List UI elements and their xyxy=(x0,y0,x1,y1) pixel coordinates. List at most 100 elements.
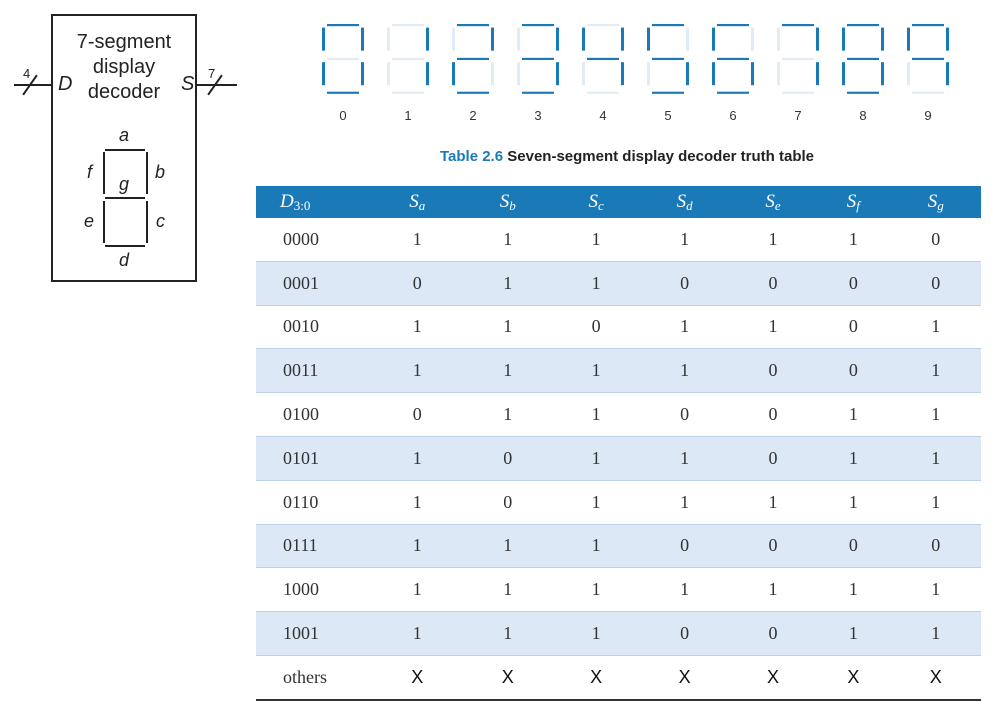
row-output-cell: 1 xyxy=(890,611,981,656)
segment-g xyxy=(105,197,145,199)
row-output-cell: 1 xyxy=(890,480,981,525)
digit-7-segment-b xyxy=(816,27,819,51)
header-cell: Sd xyxy=(639,186,730,218)
digit-8-segment-d xyxy=(847,91,879,94)
header-main: S xyxy=(846,190,857,212)
digit-7-segment-f xyxy=(777,27,780,51)
row-output-cell: 1 xyxy=(552,611,640,656)
digit-4-segment-e xyxy=(582,62,585,86)
header-main: S xyxy=(499,190,510,212)
digit-7-segment-g xyxy=(782,57,814,60)
digit-2-segment-a xyxy=(457,24,489,27)
row-output-cell: 1 xyxy=(372,567,463,613)
input-wire xyxy=(14,84,51,86)
row-output-cell: 1 xyxy=(462,392,553,437)
table-header-row: D3:0 Sa Sb Sc Sd Se Sf Sg xyxy=(256,186,981,218)
row-output-cell: 1 xyxy=(552,567,640,613)
row-output-cell: 0 xyxy=(552,305,640,350)
digit-3: 3 xyxy=(517,24,559,123)
table-row: 0001 0 1 1 0 0 0 0 xyxy=(256,261,981,306)
decoder-title: 7-segment display decoder xyxy=(51,30,197,105)
digit-3-segment-f xyxy=(517,27,520,51)
digit-6-segment-d xyxy=(717,91,749,94)
output-wire xyxy=(197,84,237,86)
digit-5-segment-d xyxy=(652,91,684,94)
table-row: 0111 1 1 1 0 0 0 0 xyxy=(256,524,981,569)
row-output-cell: X xyxy=(372,655,463,701)
digit-8-segment-b xyxy=(881,27,884,51)
segment-f xyxy=(103,152,105,194)
header-main: S xyxy=(588,190,599,212)
digit-3-segment-c xyxy=(556,62,559,86)
digit-8-segment-g xyxy=(847,57,879,60)
segment-e xyxy=(103,201,105,243)
digit-row: 0 1 2 3 4 5 6 7 8 9 xyxy=(0,0,998,130)
decoder-title-line-2: display xyxy=(92,56,156,78)
digit-label: 2 xyxy=(469,108,477,123)
digit-3-segment-b xyxy=(556,27,559,51)
segment-d xyxy=(105,245,145,247)
table-row: 0100 0 1 1 0 0 1 1 xyxy=(256,392,981,437)
digit-label: 7 xyxy=(794,108,802,123)
digit-4-segment-c xyxy=(621,62,624,86)
digit-label: 8 xyxy=(859,108,867,123)
segment-letter-b: b xyxy=(155,162,166,182)
row-output-cell: 0 xyxy=(372,392,463,437)
digit-6: 6 xyxy=(712,24,754,123)
row-output-cell: 1 xyxy=(372,480,463,525)
output-bus-width: 7 xyxy=(208,66,216,81)
digit-0-segment-b xyxy=(361,27,364,51)
header-sub: c xyxy=(598,197,604,213)
digit-3-segment-a xyxy=(522,24,554,27)
row-output-cell: 0 xyxy=(639,261,730,306)
row-output-cell: 0 xyxy=(890,261,981,306)
row-output-cell: 1 xyxy=(372,218,463,262)
digit-6-segment-a xyxy=(717,24,749,27)
header-sub: g xyxy=(937,197,944,213)
table-row: 0101 1 0 1 1 0 1 1 xyxy=(256,436,981,481)
digit-9-segment-g xyxy=(912,57,944,60)
row-output-cell: 1 xyxy=(639,218,730,262)
digit-1-segment-a xyxy=(392,24,424,27)
digit-2-segment-c xyxy=(491,62,494,86)
digit-5-segment-g xyxy=(652,57,684,60)
digit-7: 7 xyxy=(777,24,819,123)
row-input-cell: 0110 xyxy=(256,480,372,525)
digit-6-segment-f xyxy=(712,27,715,51)
row-output-cell: 0 xyxy=(890,524,981,569)
input-port-label: D xyxy=(58,73,73,95)
header-cell: Sf xyxy=(816,186,891,218)
row-output-cell: 0 xyxy=(729,611,817,656)
header-cell: Sa xyxy=(372,186,463,218)
row-output-cell: 0 xyxy=(816,524,891,569)
row-output-cell: 0 xyxy=(729,436,817,481)
digit-5: 5 xyxy=(647,24,689,123)
decoder-title-line-1: 7-segment xyxy=(76,31,172,53)
row-output-cell: 1 xyxy=(372,348,463,394)
segment-letter-g: g xyxy=(119,174,130,194)
digit-8-segment-c xyxy=(881,62,884,86)
row-output-cell: 0 xyxy=(816,348,891,394)
row-output-cell: X xyxy=(816,655,891,701)
digit-4-segment-f xyxy=(582,27,585,51)
row-output-cell: 0 xyxy=(729,348,817,394)
segment-letter-f: f xyxy=(87,162,93,182)
table-row: others X X X X X X X xyxy=(256,655,981,701)
row-output-cell: 1 xyxy=(890,348,981,394)
header-sub: f xyxy=(856,197,860,213)
digit-6-segment-g xyxy=(717,57,749,60)
header-cell: D3:0 xyxy=(256,186,372,218)
header-cell: Sg xyxy=(890,186,981,218)
row-input-cell: 0101 xyxy=(256,436,372,481)
row-output-cell: 1 xyxy=(372,524,463,569)
digit-6-segment-c xyxy=(751,62,754,86)
header-main: S xyxy=(409,190,419,212)
row-input-cell: 0111 xyxy=(256,524,372,569)
digit-0: 0 xyxy=(322,24,364,123)
header-sub: 3:0 xyxy=(293,197,311,213)
row-output-cell: 1 xyxy=(816,218,891,262)
digit-9-segment-a xyxy=(912,24,944,27)
row-output-cell: 1 xyxy=(729,480,817,525)
header-cell: Sc xyxy=(552,186,640,218)
digit-0-segment-c xyxy=(361,62,364,86)
